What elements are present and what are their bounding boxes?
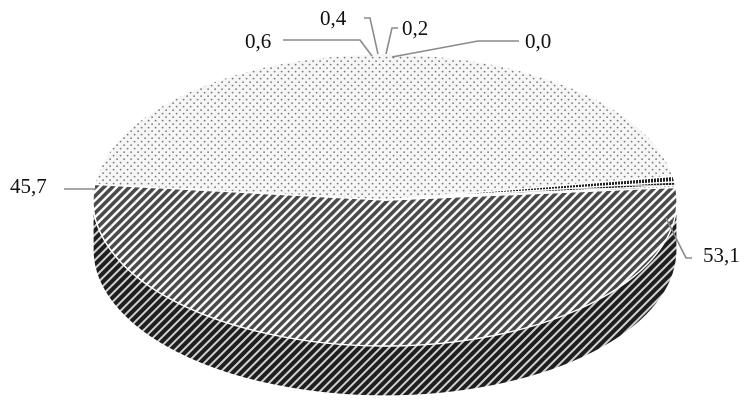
leader-line-5	[391, 40, 519, 58]
data-label-1: 45,7	[10, 174, 47, 198]
leader-line-3	[364, 17, 379, 55]
data-label-5: 0,0	[525, 29, 551, 53]
data-label-2: 0,6	[245, 29, 271, 53]
pie-top-faces	[92, 53, 678, 347]
pie-slice-0	[92, 183, 678, 347]
pie-slice-1	[93, 53, 675, 201]
data-label-4: 0,2	[402, 16, 428, 40]
data-label-0: 53,1	[703, 243, 740, 267]
data-labels: 53,1 45,7 0,6 0,4 0,2 0,0	[10, 6, 740, 267]
leader-line-0	[665, 217, 692, 259]
leader-line-4	[385, 27, 398, 55]
data-label-3: 0,4	[320, 6, 347, 30]
leader-line-2	[283, 39, 373, 57]
leader-lines	[64, 17, 692, 259]
